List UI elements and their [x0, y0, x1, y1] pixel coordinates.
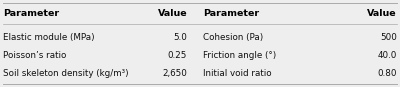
- Text: 5.0: 5.0: [173, 33, 187, 42]
- Text: Value: Value: [158, 9, 187, 18]
- Text: Value: Value: [367, 9, 397, 18]
- Text: Poisson’s ratio: Poisson’s ratio: [3, 51, 66, 60]
- Text: 2,650: 2,650: [162, 69, 187, 78]
- Text: Friction angle (°): Friction angle (°): [203, 51, 276, 60]
- Text: Initial void ratio: Initial void ratio: [203, 69, 272, 78]
- Text: 0.80: 0.80: [377, 69, 397, 78]
- Text: Soil skeleton density (kg/m³): Soil skeleton density (kg/m³): [3, 69, 129, 78]
- Text: 500: 500: [380, 33, 397, 42]
- Text: Parameter: Parameter: [203, 9, 259, 18]
- Text: Cohesion (Pa): Cohesion (Pa): [203, 33, 264, 42]
- Text: Elastic module (MPa): Elastic module (MPa): [3, 33, 95, 42]
- Text: 0.25: 0.25: [168, 51, 187, 60]
- Text: 40.0: 40.0: [378, 51, 397, 60]
- Text: Parameter: Parameter: [3, 9, 59, 18]
